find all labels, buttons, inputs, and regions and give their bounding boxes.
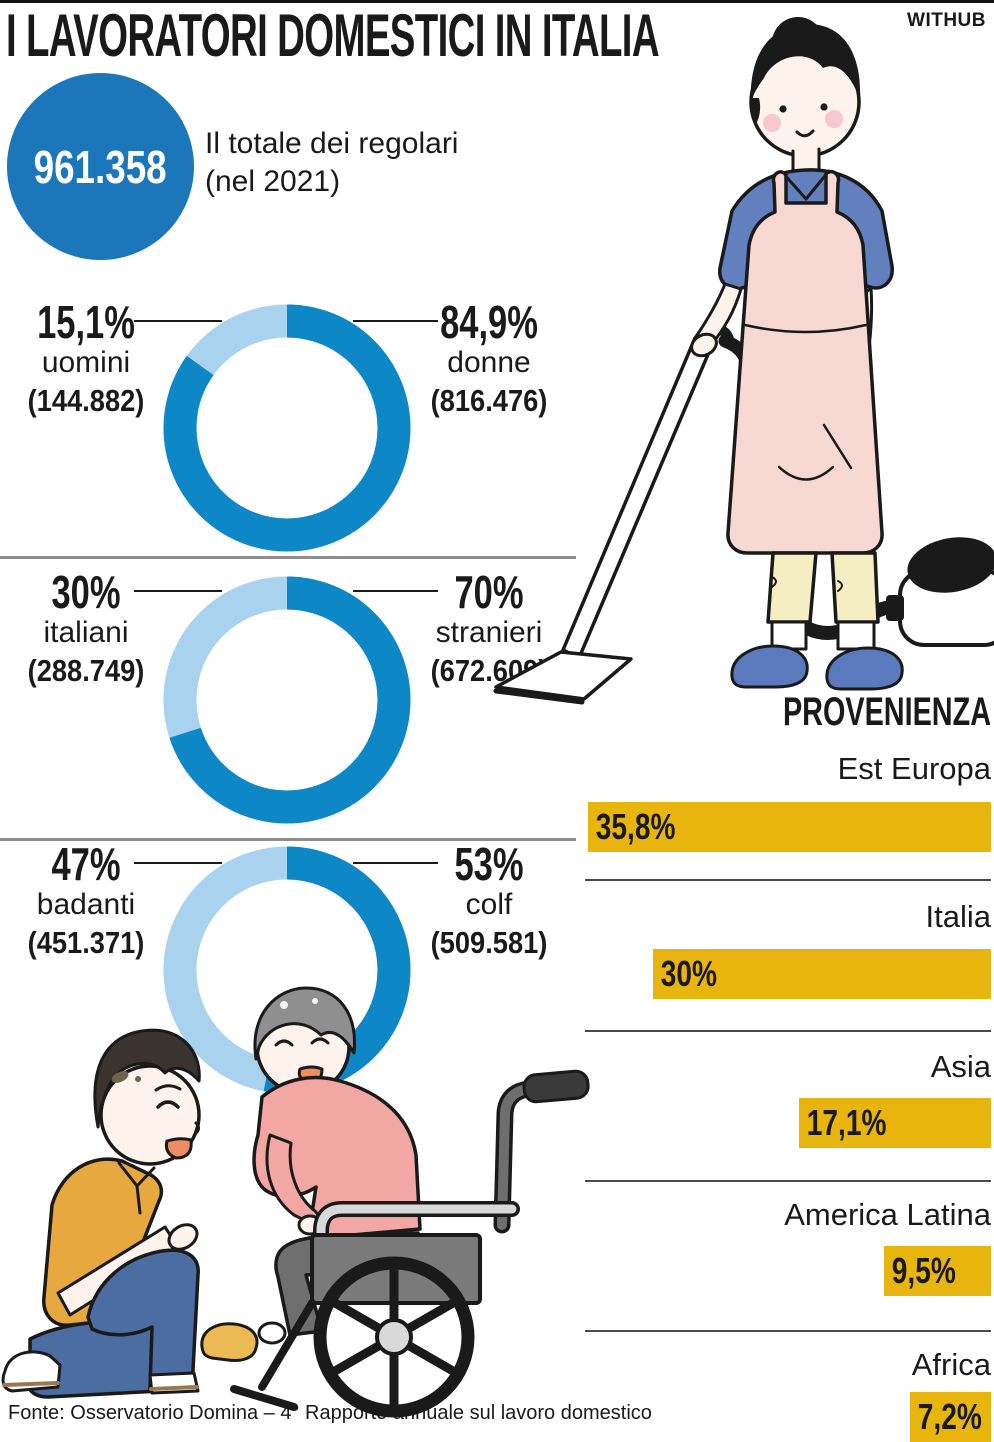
leader-line bbox=[353, 862, 438, 864]
count-label: (288.749) bbox=[27, 653, 145, 688]
bar-value-label: 17,1% bbox=[806, 1102, 886, 1143]
category-label: uomini bbox=[41, 346, 131, 379]
bar-divider bbox=[585, 1330, 991, 1332]
bar-divider bbox=[585, 1180, 991, 1182]
donut-right-label: 53% colf (509.581) bbox=[403, 838, 575, 963]
provenienza-title: PROVENIENZA bbox=[782, 690, 991, 734]
donut-chart-gender bbox=[163, 304, 411, 552]
bar-divider bbox=[585, 879, 991, 881]
bar-category-label: Est Europa bbox=[837, 751, 991, 786]
donut-right-label: 84,9% donne (816.476) bbox=[403, 296, 575, 421]
pct-value: 47% bbox=[51, 838, 121, 890]
count-label: (144.882) bbox=[27, 383, 145, 418]
bar-track: 30% bbox=[588, 949, 991, 999]
bar-track: 35,8% bbox=[588, 802, 991, 852]
leader-line bbox=[134, 862, 222, 864]
bar-track: 9,5% bbox=[588, 1246, 991, 1296]
category-label: donne bbox=[447, 346, 531, 379]
source-note: Fonte: Osservatorio Domina – 4° Rapporto… bbox=[8, 1402, 652, 1424]
leader-line bbox=[134, 320, 222, 322]
count-label: (509.581) bbox=[430, 925, 548, 960]
bar-divider bbox=[585, 1030, 991, 1032]
pct-value: 53% bbox=[454, 838, 524, 890]
bar-category-label: Asia bbox=[930, 1049, 991, 1084]
count-label: (816.476) bbox=[430, 383, 548, 418]
bar-category-label: America Latina bbox=[784, 1197, 991, 1232]
donut-left-label: 15,1% uomini (144.882) bbox=[0, 296, 172, 421]
bar-est-europa: 35,8% bbox=[588, 802, 991, 852]
pct-value: 15,1% bbox=[37, 296, 135, 348]
page-title: I LAVORATORI DOMESTICI IN ITALIA bbox=[6, 2, 660, 69]
donut-chart-nationality bbox=[163, 576, 411, 824]
category-label: colf bbox=[465, 888, 513, 921]
brand-logo: WITHUB bbox=[907, 10, 986, 31]
total-label: Il totale dei regolari (nel 2021) bbox=[205, 125, 458, 201]
count-label: (451.371) bbox=[27, 925, 145, 960]
bar-category-label: Italia bbox=[925, 899, 991, 934]
total-label-line1: Il totale dei regolari bbox=[205, 127, 459, 160]
leader-line bbox=[353, 590, 438, 592]
bar-america-latina: 9,5% bbox=[884, 1246, 991, 1296]
donut-left-label: 30% italiani (288.749) bbox=[0, 566, 172, 691]
pct-value: 70% bbox=[454, 566, 524, 618]
bar-italia: 30% bbox=[653, 949, 991, 999]
bar-category-label: Africa bbox=[911, 1347, 991, 1382]
bar-value-label: 35,8% bbox=[595, 806, 676, 847]
caregiver-illustration bbox=[1, 986, 590, 1418]
section-divider bbox=[0, 838, 576, 841]
cleaner-illustration bbox=[493, 17, 994, 705]
section-divider bbox=[0, 556, 576, 559]
wheelchair-wheel bbox=[313, 1256, 475, 1418]
pct-value: 84,9% bbox=[440, 296, 538, 348]
bar-value-label: 30% bbox=[661, 953, 718, 994]
leader-line bbox=[134, 590, 222, 592]
leader-line bbox=[353, 320, 438, 322]
category-label: stranieri bbox=[435, 616, 543, 649]
bar-track: 17,1% bbox=[588, 1098, 991, 1148]
category-label: italiani bbox=[43, 616, 129, 649]
total-circle: 961.358 bbox=[7, 73, 194, 260]
pct-value: 30% bbox=[51, 566, 121, 618]
total-label-line2: (nel 2021) bbox=[205, 165, 341, 198]
bar-value-label: 9,5% bbox=[891, 1250, 956, 1291]
donut-left-label: 47% badanti (451.371) bbox=[0, 838, 172, 963]
bar-track: 7,2% bbox=[588, 1392, 991, 1442]
bar-value-label: 7,2% bbox=[917, 1396, 982, 1437]
bar-africa: 7,2% bbox=[909, 1392, 991, 1442]
category-label: badanti bbox=[36, 888, 136, 921]
total-value: 961.358 bbox=[33, 140, 168, 193]
bar-asia: 17,1% bbox=[798, 1098, 991, 1148]
top-rule bbox=[0, 0, 994, 3]
